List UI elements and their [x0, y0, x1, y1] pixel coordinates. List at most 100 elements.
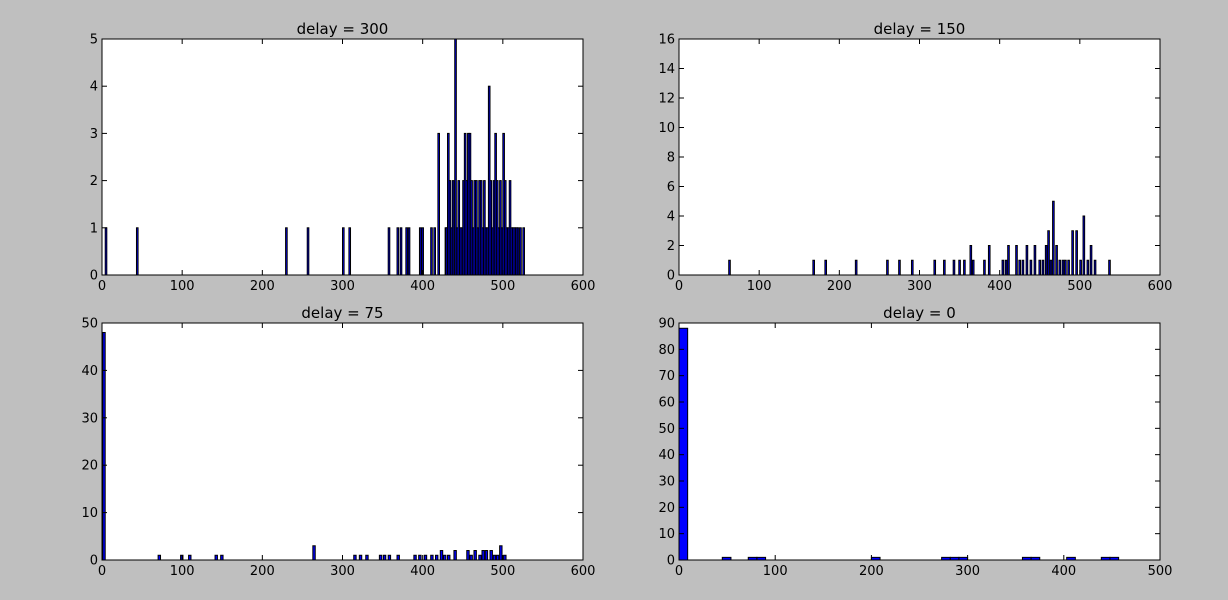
bar	[434, 554, 439, 561]
bar	[188, 554, 192, 561]
y-tick-label: 16	[658, 33, 675, 48]
bar	[522, 227, 525, 276]
bar	[987, 245, 991, 276]
subplot-delay-300: delay = 300 0 100 200 300 400 500 600 0 1 2 3 4 5	[90, 20, 596, 294]
y-tick-label: 90	[658, 317, 675, 332]
bar	[1064, 259, 1067, 276]
plot-frame	[678, 38, 1161, 276]
bar	[1021, 259, 1025, 276]
x-tick-label: 0	[98, 279, 106, 294]
y-tick-label: 8	[667, 151, 675, 166]
y-tick-label: 6	[667, 180, 675, 195]
y-tick-label: 3	[90, 127, 98, 142]
bar	[102, 331, 106, 561]
x-tick-label: 300	[330, 279, 355, 294]
plot-area	[679, 39, 1160, 275]
bar	[413, 554, 417, 561]
bar	[1067, 259, 1070, 276]
bar	[447, 554, 451, 561]
bar	[421, 227, 424, 276]
x-tick-label: 0	[675, 279, 683, 294]
bar	[489, 550, 493, 561]
bar	[478, 554, 482, 561]
bar	[382, 554, 387, 561]
bar	[484, 550, 489, 561]
bar	[516, 227, 520, 276]
x-tick-label: 300	[907, 279, 932, 294]
plot-frame	[678, 322, 1161, 561]
bar	[1086, 259, 1090, 276]
bar	[952, 259, 956, 276]
bar	[910, 259, 914, 276]
subplot-title: delay = 0	[883, 304, 956, 322]
bar	[285, 227, 288, 276]
bar	[492, 554, 497, 561]
x-tick-label: 500	[1067, 279, 1092, 294]
bar	[1075, 230, 1078, 276]
y-tick-label: 50	[658, 422, 675, 437]
y-tick-label: 14	[658, 62, 675, 77]
x-tick-label: 600	[571, 564, 596, 579]
bar	[812, 259, 815, 276]
bar	[312, 545, 316, 561]
bar	[157, 554, 162, 561]
bar	[405, 227, 408, 276]
bar	[1089, 245, 1093, 276]
subplot-title: delay = 150	[874, 20, 966, 38]
bar	[407, 227, 411, 276]
x-tick-label: 200	[250, 564, 275, 579]
y-tick-label: 0	[667, 554, 675, 569]
x-tick-label: 100	[170, 279, 195, 294]
y-tick-label: 12	[658, 92, 675, 107]
y-tick-label: 40	[658, 448, 675, 463]
bar	[423, 554, 428, 561]
bar	[433, 227, 436, 276]
bar	[943, 259, 946, 276]
bar	[495, 554, 500, 561]
x-tick-label: 0	[98, 564, 106, 579]
bar	[358, 554, 363, 561]
x-tick-label: 400	[410, 564, 435, 579]
bar	[1058, 259, 1062, 276]
bar	[1071, 230, 1074, 276]
bar	[1093, 259, 1097, 276]
bar	[886, 259, 889, 276]
bar	[971, 259, 975, 276]
bar	[396, 227, 400, 276]
subplot-title: delay = 300	[297, 20, 389, 38]
y-tick-label: 50	[81, 317, 98, 332]
y-tick-label: 10	[658, 121, 675, 136]
x-tick-label: 200	[250, 279, 275, 294]
bar	[1025, 245, 1029, 276]
bar	[1029, 259, 1033, 276]
x-tick-label: 500	[490, 279, 515, 294]
y-tick-label: 60	[658, 396, 675, 411]
x-tick-label: 400	[987, 279, 1012, 294]
x-tick-label: 600	[571, 279, 596, 294]
bar	[958, 259, 961, 276]
x-tick-label: 100	[170, 564, 195, 579]
bar	[1047, 230, 1050, 276]
bar	[1038, 259, 1042, 276]
bar	[678, 327, 689, 561]
bar	[1044, 245, 1048, 276]
bar	[969, 245, 973, 276]
bar	[418, 227, 422, 276]
bar	[728, 259, 731, 276]
x-tick-label: 300	[330, 564, 355, 579]
bar	[503, 554, 507, 561]
y-tick-label: 80	[658, 343, 675, 358]
bar	[220, 554, 224, 561]
x-tick-label: 300	[955, 564, 980, 579]
x-tick-label: 400	[410, 279, 435, 294]
y-tick-label: 4	[667, 210, 675, 225]
bar	[439, 550, 444, 561]
bar	[430, 227, 433, 276]
x-tick-label: 200	[859, 564, 884, 579]
subplot-title: delay = 75	[301, 304, 383, 322]
bar	[1041, 259, 1045, 276]
bar	[499, 545, 503, 561]
bar	[854, 259, 858, 276]
y-tick-label: 70	[658, 369, 675, 384]
